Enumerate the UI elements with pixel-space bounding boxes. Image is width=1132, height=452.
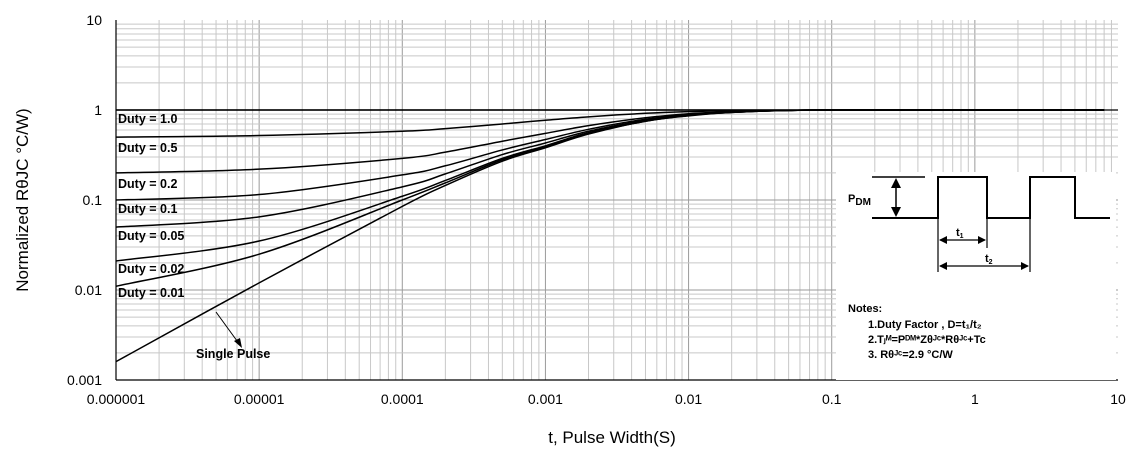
x-axis-title: t, Pulse Width(S) [548, 428, 676, 447]
y-tick-label: 10 [86, 12, 102, 28]
inset-background [836, 172, 1116, 380]
x-tick-label: 0.1 [822, 391, 842, 407]
notes-line-1: 1.Duty Factor , D=t₁/t₂ [868, 319, 982, 331]
series-label-4: Duty = 0.05 [118, 229, 184, 243]
series-line-7 [115, 109, 1105, 363]
x-tick-label: 0.01 [675, 391, 702, 407]
x-tick-label: 0.001 [528, 391, 563, 407]
pulse-waveform [872, 176, 1110, 219]
series-line-2 [115, 109, 1105, 174]
series-label-1: Duty = 0.5 [118, 141, 177, 155]
x-tick-label: 0.00001 [234, 391, 285, 407]
series-label-6: Duty = 0.01 [118, 286, 184, 300]
pdm-arrow-head-down [891, 207, 901, 217]
x-tick-label: 0.000001 [87, 391, 146, 407]
x-tick-label: 1 [971, 391, 979, 407]
t2-arrow-right [1021, 262, 1029, 270]
x-tick-label: 0.0001 [381, 391, 424, 407]
notes-line-2: 2.Tⱼᴹ=Pᴰᴹ*Zθᴶᶜ*Rθᴶᶜ+Tc [868, 334, 986, 346]
series-label-0: Duty = 1.0 [118, 112, 177, 126]
t2-label: t2 [985, 253, 993, 266]
y-tick-label: 0.001 [67, 372, 102, 388]
t1-arrow-left [939, 236, 947, 244]
x-tick-label: 10 [1110, 391, 1126, 407]
single-pulse-pointer-head [234, 338, 242, 348]
series-label-3: Duty = 0.1 [118, 202, 177, 216]
t2-arrow-left [939, 262, 947, 270]
notes-line-3: 3. Rθᴶᶜ=2.9 °C/W [868, 349, 953, 361]
t1-arrow-right [978, 236, 986, 244]
single-pulse-pointer [215, 311, 241, 346]
y-tick-labels: 0.001 0.01 0.1 1 10 [67, 12, 102, 388]
pdm-label: PDM [848, 193, 871, 208]
x-tick-labels: 0.000001 0.00001 0.0001 0.001 0.01 0.1 1 10 [87, 391, 1126, 407]
y-tick-label: 0.01 [75, 282, 102, 298]
notes-title: Notes: [848, 303, 882, 315]
pdm-arrow-head-up [891, 178, 901, 188]
y-tick-label: 1 [94, 102, 102, 118]
y-tick-label: 0.1 [83, 192, 103, 208]
t1-label: t1 [956, 227, 964, 240]
series-labels: Duty = 1.0 Duty = 0.5 Duty = 0.2 Duty = 0.1… [118, 112, 270, 361]
series-label-2: Duty = 0.2 [118, 177, 177, 191]
pulse-waveform-inset: PDM t1 t2 Notes: 1.Duty Factor , D=t₁/t₂… [836, 172, 1116, 380]
series-group [115, 109, 1105, 363]
series-label-single-pulse: Single Pulse [196, 347, 270, 361]
series-label-5: Duty = 0.02 [118, 262, 184, 276]
y-axis-title: Normalized RθJC °C/W) [13, 108, 32, 291]
